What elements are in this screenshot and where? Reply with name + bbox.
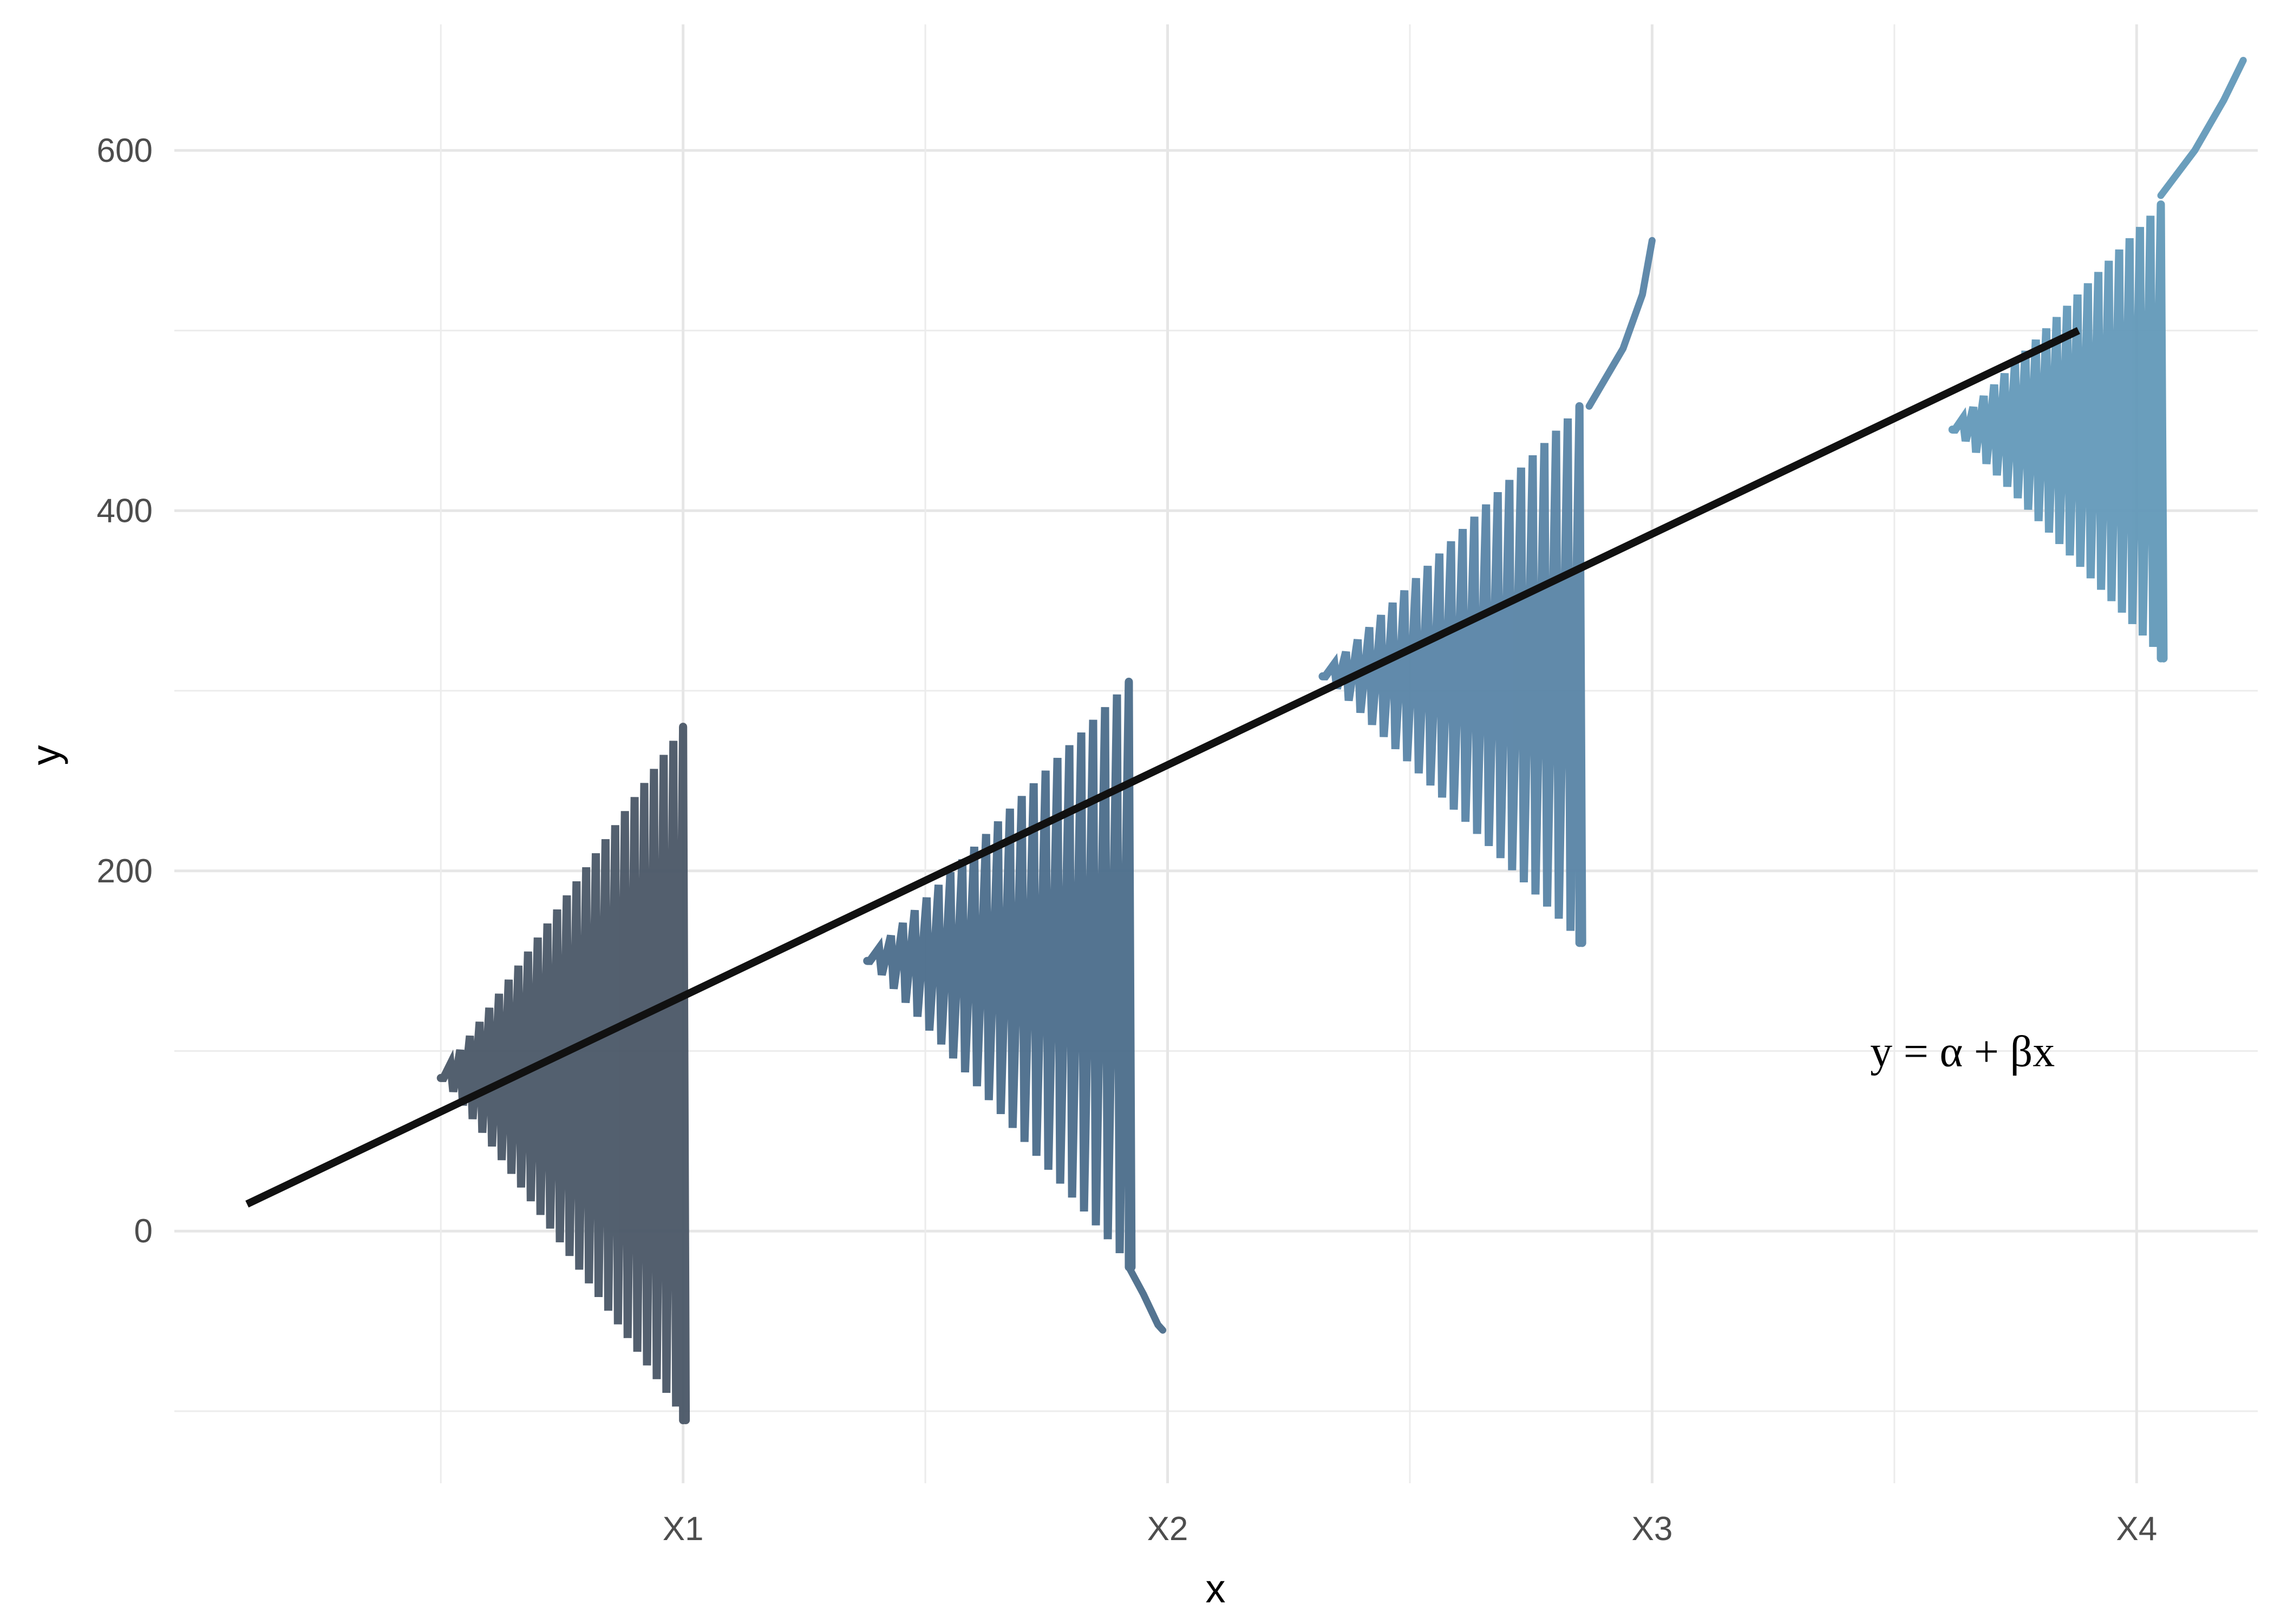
distribution-X1 <box>436 723 690 1425</box>
distribution-tail-X2 <box>1125 1263 1167 1334</box>
distribution-curve-X1 <box>436 726 690 1424</box>
grid-lines <box>174 24 2258 1483</box>
x-tick-label: X2 <box>1147 1510 1188 1548</box>
regression-line-layer <box>245 327 2080 1208</box>
distribution-X2 <box>863 677 1167 1334</box>
y-axis-title: y <box>23 745 68 765</box>
x-tick-label: X1 <box>663 1510 704 1548</box>
y-tick-label: 600 <box>97 132 153 169</box>
regression-formula-annotation: y = α + βx <box>1870 1026 2055 1076</box>
x-tick-label: X4 <box>2116 1510 2157 1548</box>
x-tick-label: X3 <box>1631 1510 1672 1548</box>
tick-labels: 0 200 400 600 X1 X2 X3 X4 <box>97 132 2158 1548</box>
y-tick-label: 0 <box>134 1213 153 1250</box>
y-tick-label: 200 <box>97 853 153 890</box>
distribution-tail-X4 <box>2157 57 2247 199</box>
distribution-curves <box>436 57 2247 1425</box>
distribution-X3 <box>1318 237 1656 947</box>
distribution-X4 <box>1948 57 2247 663</box>
distribution-curve-X4 <box>1948 204 2168 663</box>
distribution-tail-X3 <box>1585 237 1656 410</box>
x-axis-title: x <box>1206 1566 1226 1611</box>
regression-line <box>245 327 2080 1208</box>
distribution-curve-X2 <box>863 682 1136 1272</box>
y-tick-label: 400 <box>97 492 153 529</box>
